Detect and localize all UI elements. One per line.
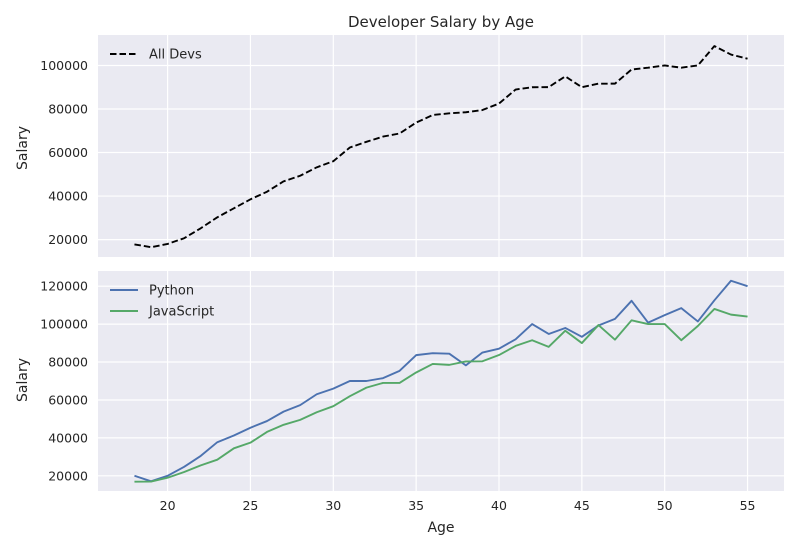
x-tick-label: 20 bbox=[160, 498, 176, 513]
bottom-y-tick-labels: 20000 40000 60000 80000 100000 120000 bbox=[40, 279, 88, 484]
legend-label-python: Python bbox=[149, 284, 194, 299]
top-y-tick-label: 60000 bbox=[48, 145, 88, 160]
bottom-series bbox=[134, 279, 748, 483]
x-tick-label: 40 bbox=[491, 498, 507, 513]
bottom-y-tick-label: 40000 bbox=[48, 430, 88, 445]
bottom-gridlines bbox=[98, 271, 784, 491]
x-tick-label: 35 bbox=[408, 498, 424, 513]
bottom-subplot: 20000 40000 60000 80000 100000 120000 20 25 30 3… bbox=[15, 271, 784, 536]
bottom-y-tick-label: 60000 bbox=[48, 392, 88, 407]
bottom-y-tick-label: 100000 bbox=[40, 317, 88, 332]
top-series bbox=[134, 45, 748, 249]
top-y-tick-label: 20000 bbox=[48, 232, 88, 247]
top-subplot: 20000 40000 60000 80000 100000 Developer Sal… bbox=[15, 13, 784, 257]
bottom-y-tick-label: 120000 bbox=[40, 279, 88, 294]
bottom-y-tick-label: 20000 bbox=[48, 468, 88, 483]
x-tick-labels: 20 25 30 35 40 45 50 55 bbox=[160, 498, 756, 513]
top-y-tick-label: 80000 bbox=[48, 102, 88, 117]
legend-label-all-devs: All Devs bbox=[149, 48, 202, 63]
top-y-tick-label: 40000 bbox=[48, 189, 88, 204]
x-tick-label: 30 bbox=[325, 498, 341, 513]
bottom-plot-area bbox=[98, 271, 784, 491]
top-y-tick-label: 100000 bbox=[40, 58, 88, 73]
series-line-all-devs bbox=[134, 45, 748, 249]
top-y-tick-labels: 20000 40000 60000 80000 100000 bbox=[40, 58, 88, 247]
top-plot-area bbox=[98, 35, 784, 257]
top-legend: All Devs bbox=[110, 48, 202, 63]
x-axis-label: Age bbox=[427, 520, 454, 536]
series-line-python bbox=[134, 279, 748, 483]
bottom-y-tick-label: 80000 bbox=[48, 355, 88, 370]
bottom-y-axis-label: Salary bbox=[15, 358, 31, 402]
series-line-javascript bbox=[134, 307, 748, 483]
x-tick-label: 50 bbox=[657, 498, 673, 513]
x-tick-label: 45 bbox=[574, 498, 590, 513]
top-y-axis-label: Salary bbox=[15, 126, 31, 170]
legend-label-javascript: JavaScript bbox=[148, 305, 214, 320]
x-tick-label: 55 bbox=[740, 498, 756, 513]
top-gridlines bbox=[98, 35, 784, 257]
bottom-legend: Python JavaScript bbox=[110, 284, 214, 320]
x-tick-label: 25 bbox=[242, 498, 258, 513]
chart-title: Developer Salary by Age bbox=[348, 13, 534, 31]
